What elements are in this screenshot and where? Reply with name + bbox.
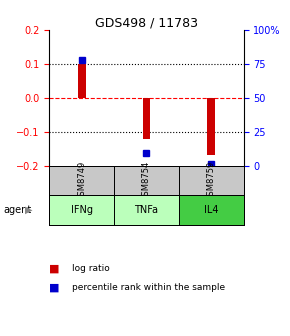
Text: TNFa: TNFa [135,205,158,215]
Text: GSM8754: GSM8754 [142,160,151,201]
Text: ■: ■ [49,282,60,292]
Title: GDS498 / 11783: GDS498 / 11783 [95,16,198,29]
Text: ■: ■ [49,264,60,274]
Text: IFNg: IFNg [71,205,93,215]
Text: agent: agent [3,205,31,215]
Text: IL4: IL4 [204,205,218,215]
Bar [207,98,215,156]
Bar [179,166,244,195]
Bar [49,195,114,225]
Text: GSM8749: GSM8749 [77,160,86,201]
Bar [49,166,114,195]
Text: GSM8759: GSM8759 [207,160,216,201]
Text: log ratio: log ratio [72,264,110,273]
Bar [78,64,86,98]
Text: percentile rank within the sample: percentile rank within the sample [72,283,226,292]
Text: ▶: ▶ [25,205,32,215]
Bar [114,166,179,195]
Bar [114,195,179,225]
Bar [143,98,150,138]
Bar [179,195,244,225]
